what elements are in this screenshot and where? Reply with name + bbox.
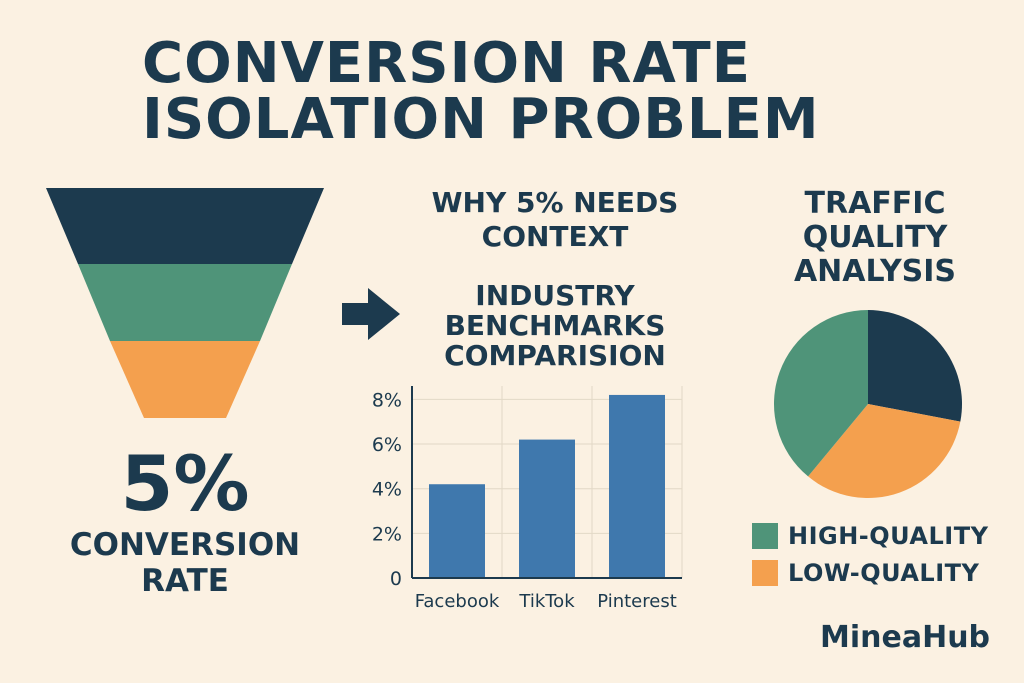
right-arrow-icon [342, 288, 400, 340]
conversion-rate-value: 5% [120, 439, 250, 528]
bar-facebook [429, 484, 485, 578]
benchmarks-heading-line-2: CONTEXT [481, 220, 629, 253]
legend-item-low-quality: LOW-QUALITY [752, 558, 979, 588]
bar-pinterest [609, 394, 665, 578]
benchmarks-subheading-line-3: COMPARISION [444, 339, 666, 372]
funnel-bottom-stage [110, 341, 260, 418]
pie-slice-low-quality [808, 404, 961, 498]
benchmarks-subheading-line-2: BENCHMARKS [444, 309, 666, 342]
pie-slice-high-quality [774, 310, 868, 477]
x-tick-label: Pinterest [597, 591, 677, 612]
traffic-quality-pie-chart [774, 310, 962, 498]
traffic-heading-line-3: ANALYSIS [793, 254, 957, 289]
y-tick-label: 4% [372, 479, 402, 501]
benchmark-bar-chart: 0 2% 4% 6% 8% Facebook TikTok Pinterest [372, 386, 683, 612]
y-tick-label: 0 [390, 568, 402, 590]
y-tick-label: 8% [372, 389, 402, 411]
pie-slice-navy [868, 310, 962, 422]
x-tick-label: Facebook [415, 591, 500, 612]
funnel-graphic [46, 188, 324, 418]
legend-swatch-high-quality [752, 523, 778, 549]
legend-swatch-low-quality [752, 560, 778, 586]
y-tick-label: 2% [372, 523, 402, 545]
benchmarks-heading-line-1: WHY 5% NEEDS [431, 186, 679, 219]
traffic-heading-line-2: QUALITY [802, 220, 948, 255]
y-tick-label: 6% [372, 434, 402, 456]
conversion-rate-label-line-2: RATE [141, 563, 229, 599]
funnel-top-stage [46, 188, 324, 264]
benchmarks-subheading-line-1: INDUSTRY [475, 279, 635, 312]
legend-label-low-quality: LOW-QUALITY [788, 559, 980, 587]
page-title-line-1: CONVERSION RATE [142, 31, 751, 96]
legend-label-high-quality: HIGH-QUALITY [788, 522, 989, 550]
funnel-middle-stage [78, 264, 292, 341]
legend-item-high-quality: HIGH-QUALITY [752, 521, 988, 551]
brand-logo: MineaHub [820, 620, 991, 655]
traffic-heading-line-1: TRAFFIC [804, 186, 946, 221]
page-title-line-2: ISOLATION PROBLEM [142, 87, 820, 152]
x-tick-label: TikTok [518, 591, 575, 612]
bar-tiktok [519, 439, 575, 578]
conversion-rate-label-line-1: CONVERSION [69, 527, 301, 563]
